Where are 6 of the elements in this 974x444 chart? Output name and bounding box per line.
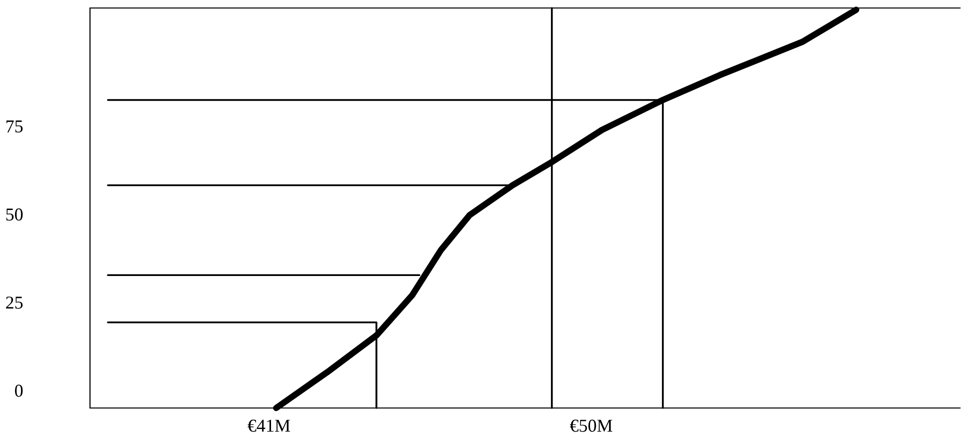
x-tick-label: €41M [248, 420, 290, 432]
y-tick-label: 75 [6, 120, 23, 133]
y-tick-label: 25 [6, 296, 23, 309]
y-tick-label: 50 [6, 208, 23, 221]
x-tick-label: €50M [570, 420, 612, 432]
y-tick-label: 0 [14, 384, 23, 397]
